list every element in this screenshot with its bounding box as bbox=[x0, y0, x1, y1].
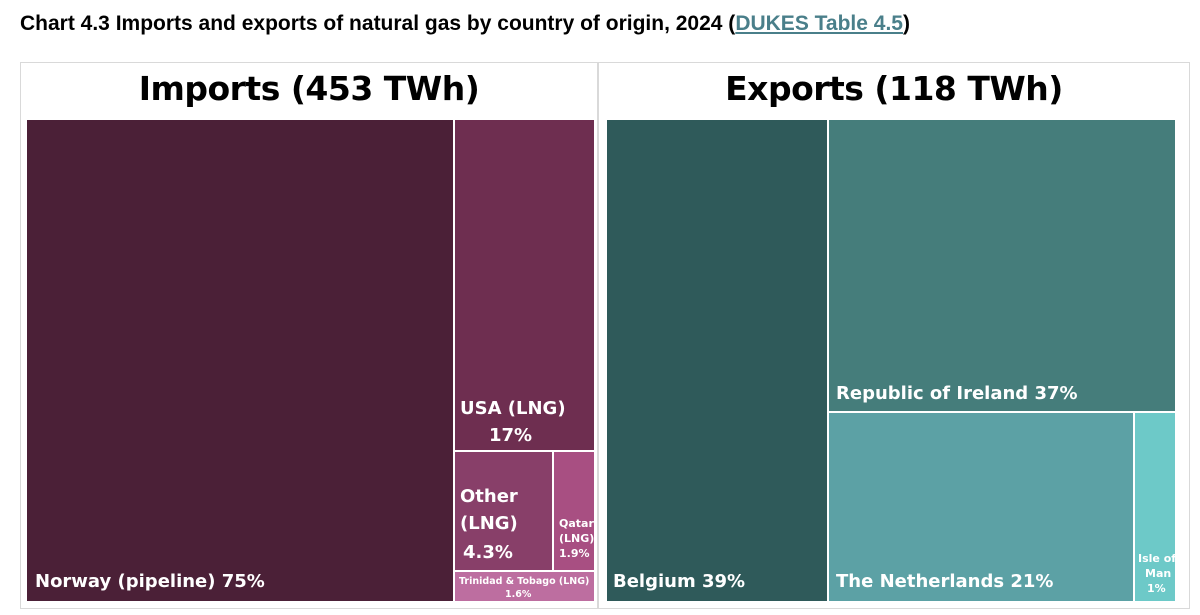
tile-qatar: Qatar (LNG) 1.9% bbox=[554, 452, 596, 572]
dukes-table-link[interactable]: DUKES Table 4.5 bbox=[735, 12, 903, 35]
isle-of-man-label-line2: Man bbox=[1145, 567, 1172, 580]
netherlands-label: The Netherlands 21% bbox=[836, 571, 1054, 592]
imports-title: Imports (453 TWh) bbox=[138, 69, 480, 108]
usa-label-line1: USA (LNG) bbox=[460, 398, 566, 419]
exports-title: Exports (118 TWh) bbox=[725, 69, 1063, 108]
imports-panel: Imports (453 TWh) Norway (pipeline) 75% … bbox=[20, 62, 598, 609]
qatar-label-line2: (LNG) bbox=[559, 532, 595, 545]
tile-trinidad-tobago: Trinidad & Tobago (LNG) 1.6% bbox=[455, 572, 596, 603]
other-label-line3: 4.3% bbox=[463, 542, 513, 563]
norway-label: Norway (pipeline) 75% bbox=[35, 571, 265, 592]
usa-label-line2: 17% bbox=[489, 425, 533, 446]
belgium-label: Belgium 39% bbox=[613, 571, 746, 592]
tile-isle-of-man: Isle of Man 1% bbox=[1135, 413, 1177, 603]
ireland-label: Republic of Ireland 37% bbox=[836, 383, 1078, 404]
trinidad-label-line1: Trinidad & Tobago (LNG) bbox=[459, 576, 590, 587]
chart-title: Chart 4.3 Imports and exports of natural… bbox=[20, 12, 910, 36]
qatar-label-line1: Qatar bbox=[559, 517, 594, 530]
tile-other-lng: Other (LNG) 4.3% bbox=[455, 452, 554, 572]
other-label-line1: Other bbox=[460, 486, 518, 507]
title-prefix: Chart 4.3 Imports and exports of natural… bbox=[20, 12, 736, 35]
tile-republic-of-ireland: Republic of Ireland 37% bbox=[829, 120, 1177, 413]
isle-of-man-label-line1: Isle of bbox=[1138, 552, 1177, 565]
tile-norway: Norway (pipeline) 75% bbox=[27, 120, 455, 603]
tile-belgium: Belgium 39% bbox=[607, 120, 829, 603]
tile-the-netherlands: The Netherlands 21% bbox=[829, 413, 1135, 603]
title-suffix: ) bbox=[902, 12, 910, 35]
trinidad-label-line2: 1.6% bbox=[505, 589, 532, 600]
exports-panel: Exports (118 TWh) Belgium 39% Republic o… bbox=[598, 62, 1190, 609]
qatar-label-line3: 1.9% bbox=[559, 547, 590, 560]
other-label-line2: (LNG) bbox=[460, 513, 518, 534]
tile-usa: USA (LNG) 17% bbox=[455, 120, 596, 452]
isle-of-man-label-line3: 1% bbox=[1147, 582, 1166, 595]
